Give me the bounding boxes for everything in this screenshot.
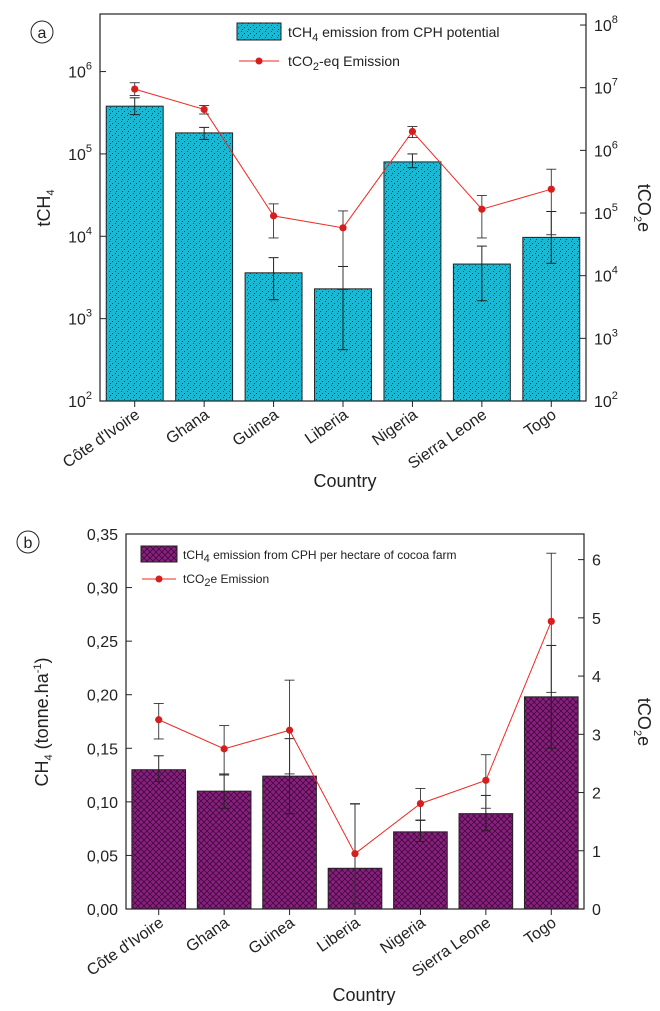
- panel-b-badge: [16, 530, 40, 554]
- a-bar-error-ghana: [199, 126, 210, 140]
- a-line-error-togo: [546, 168, 557, 236]
- b-marker-liberia: [351, 850, 359, 858]
- a-y2tick-label: 102: [594, 390, 618, 411]
- b-y2tick-label: 1: [592, 844, 601, 861]
- b-bar-ghana: [196, 790, 252, 910]
- b-marker-togo: [547, 617, 555, 625]
- a-xtick-label-ghana: Ghana: [163, 406, 212, 448]
- b-xtick-label-ghana: Ghana: [183, 914, 232, 956]
- a-marker-sierra-leone: [478, 205, 486, 213]
- b-ytick-label: 0,30: [87, 581, 118, 598]
- a-legend-bar-swatch: [236, 22, 282, 41]
- a-marker-c-te-d-ivoire: [131, 85, 139, 93]
- b-legend: tCH4 emission from CPH per hectare of co…: [140, 545, 457, 589]
- a-y2tick-label: 103: [594, 327, 618, 348]
- a-bar-error-sierra-leone: [476, 245, 487, 302]
- b-ytick-label: 0,35: [87, 527, 118, 544]
- a-bar-nigeria: [383, 161, 442, 402]
- a-xtick-label-c-te-d-ivoire: Côte d'Ivoire: [60, 406, 143, 471]
- b-marker-c-te-d-ivoire: [155, 716, 163, 724]
- a-legend-line-marker: [255, 57, 263, 65]
- b-legend-bar-swatch: [140, 545, 178, 563]
- a-xtick-label-guinea: Guinea: [230, 406, 282, 450]
- a-bar-c-te-d-ivoire: [105, 105, 164, 402]
- b-ytick-label: 0,10: [87, 795, 118, 812]
- a-y2tick-label: 108: [594, 14, 618, 35]
- b-ytick-label: 0,20: [87, 688, 118, 705]
- a-marker-togo: [547, 185, 555, 193]
- a-y2tick-label: 107: [594, 77, 618, 98]
- b-ytick-label: 0,25: [87, 634, 118, 651]
- b-xtick-label-liberia: Liberia: [314, 914, 363, 956]
- a-ytick-label: 102: [68, 390, 92, 411]
- a-bar-togo: [522, 236, 581, 402]
- a-xtick-label-sierra-leone: Sierra Leone: [405, 406, 490, 473]
- a-xtick-label-togo: Togo: [521, 406, 559, 440]
- b-y-axis-title: CH4 (tonne.ha-1): [32, 658, 55, 787]
- a-ytick-label: 104: [68, 225, 92, 246]
- b-bar-guinea: [262, 775, 317, 910]
- b-y2tick-label: 0: [592, 902, 601, 919]
- panel-a-letter: a: [38, 25, 47, 42]
- b-y2tick-label: 6: [592, 553, 601, 570]
- a-line-error-guinea: [268, 203, 279, 239]
- a-y2tick-label: 106: [594, 139, 618, 160]
- panel-a-badge: [30, 20, 54, 44]
- b-y2-axis-title: tCO2e: [631, 698, 654, 746]
- b-bar-error-c-te-d-ivoire: [153, 755, 164, 782]
- a-y-axis-title: tCH4: [34, 189, 57, 226]
- b-ytick-label: 0,00: [87, 902, 118, 919]
- b-marker-sierra-leone: [482, 776, 490, 784]
- b-xtick-label-guinea: Guinea: [246, 914, 298, 958]
- panel-b-letter: b: [24, 535, 33, 552]
- b-ytick-label: 0,05: [87, 848, 118, 865]
- a-xtick-label-liberia: Liberia: [302, 406, 351, 448]
- b-legend-line-marker: [155, 575, 163, 583]
- b-marker-ghana: [220, 745, 228, 753]
- a-marker-guinea: [269, 212, 278, 220]
- b-y2tick-label: 4: [592, 669, 601, 686]
- b-marker-guinea: [285, 726, 294, 734]
- a-marker-ghana: [200, 105, 208, 114]
- b-y2tick-label: 2: [592, 786, 601, 803]
- a-y2tick-label: 104: [594, 265, 618, 286]
- panel-b: b 0,00 0,05 0,10 0,15 0,20 0,25 0,30 0,35 0 1 2 3 4…: [16, 527, 654, 1005]
- a-bar-error-nigeria: [407, 153, 418, 169]
- a-ytick-label: 106: [68, 61, 92, 82]
- a-xtick-label-nigeria: Nigeria: [369, 406, 420, 449]
- b-xtick-label-togo: Togo: [521, 914, 559, 948]
- b-y2tick-label: 3: [592, 727, 601, 744]
- a-x-axis-title: Country: [313, 471, 376, 491]
- a-bar-error-c-te-d-ivoire: [129, 97, 140, 116]
- b-ytick-label: 0,15: [87, 741, 118, 758]
- a-legend-bar-label: tCH4 emission from CPH potential: [288, 24, 500, 44]
- b-x-axis-title: Country: [332, 985, 395, 1005]
- b-bar-c-te-d-ivoire: [131, 769, 187, 910]
- a-marker-nigeria: [408, 127, 417, 136]
- a-line-error-sierra-leone: [476, 195, 487, 239]
- a-ytick-label: 103: [68, 308, 92, 329]
- b-marker-nigeria: [416, 800, 425, 808]
- a-ytick-label: 105: [68, 143, 92, 164]
- b-legend-line-label: tCO2e Emission: [183, 572, 269, 589]
- b-xtick-label-c-te-d-ivoire: Côte d'Ivoire: [84, 914, 167, 979]
- b-xtick-label-nigeria: Nigeria: [377, 914, 428, 957]
- a-legend-line-label: tCO2-eq Emission: [288, 53, 400, 73]
- a-marker-liberia: [339, 224, 347, 232]
- a-y2-axis-title: tCO2e: [631, 184, 654, 232]
- a-bar-error-guinea: [268, 257, 279, 301]
- b-bar-nigeria: [393, 831, 448, 910]
- a-y2tick-label: 105: [594, 202, 618, 223]
- b-legend-bar-label: tCH4 emission from CPH per hectare of co…: [183, 548, 457, 565]
- b-y2tick-label: 5: [592, 611, 601, 628]
- a-line-error-liberia: [338, 210, 348, 291]
- a-legend: tCH4 emission from CPH potential tCO2-eq…: [236, 22, 500, 73]
- a-bar-ghana: [175, 132, 234, 402]
